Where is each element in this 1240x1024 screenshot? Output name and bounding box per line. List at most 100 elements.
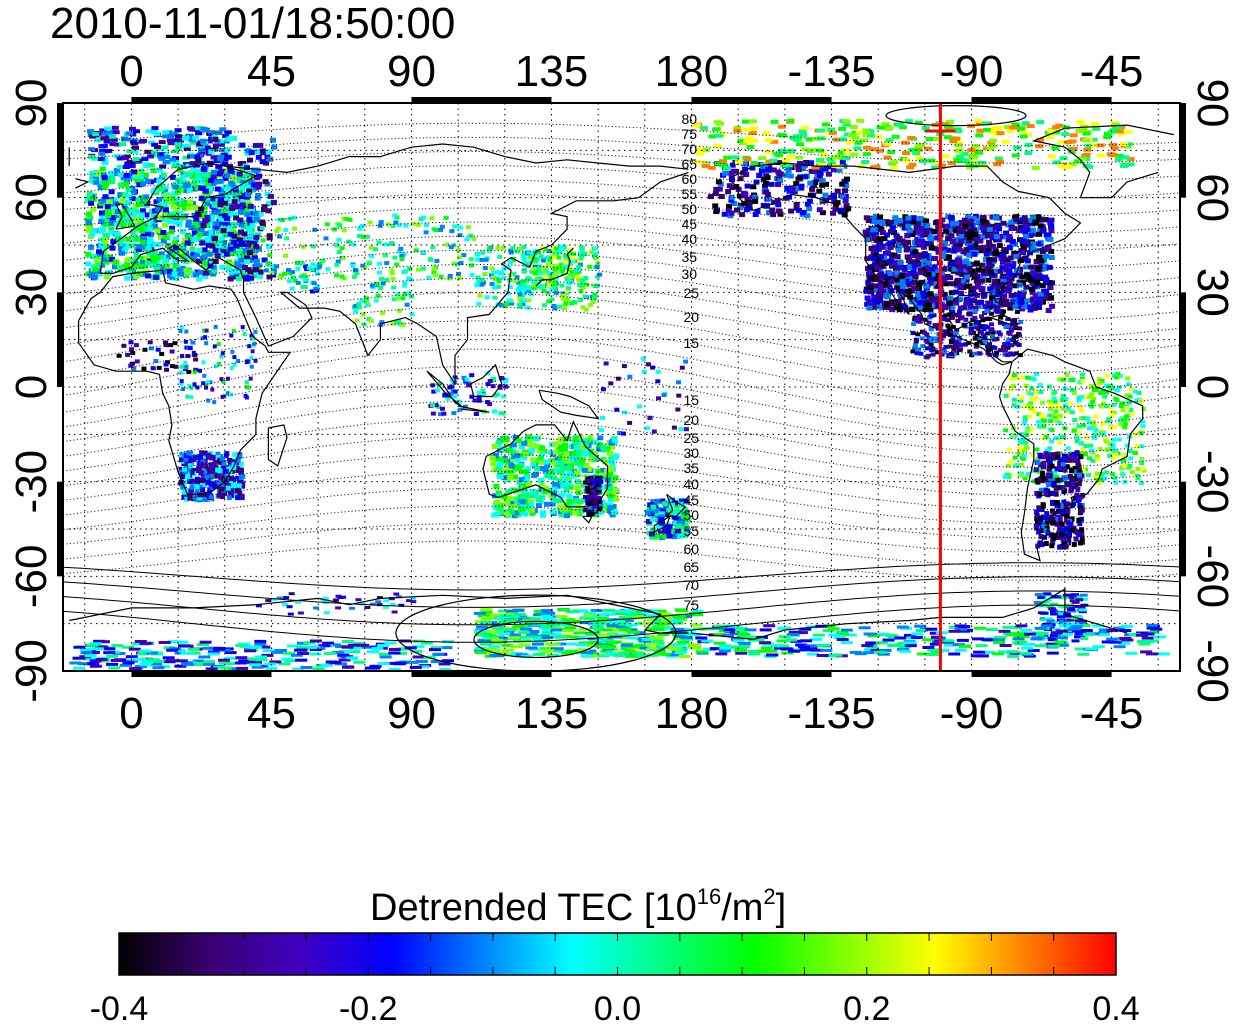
tec-data-point	[231, 135, 237, 141]
tec-data-point	[975, 326, 981, 331]
tec-data-point	[906, 257, 913, 263]
tec-data-point	[950, 309, 956, 314]
tec-data-point	[530, 443, 537, 448]
tec-data-point	[222, 134, 230, 138]
tec-data-point	[489, 282, 495, 287]
tec-data-point	[872, 230, 879, 236]
tec-data-point	[1047, 129, 1056, 134]
tec-data-point	[1013, 217, 1020, 223]
tec-data-point	[954, 345, 960, 350]
tec-data-point	[764, 138, 773, 143]
tec-data-point	[891, 220, 898, 226]
tec-data-point	[983, 339, 988, 344]
tec-data-point	[491, 275, 496, 280]
tec-data-point	[185, 467, 191, 473]
tec-data-point	[534, 443, 541, 449]
tec-data-point	[1020, 241, 1026, 247]
tec-data-point	[1027, 307, 1034, 313]
tec-data-point	[101, 161, 109, 166]
tec-data-point	[145, 247, 152, 253]
tec-data-point	[260, 238, 266, 243]
tec-data-point	[770, 119, 779, 124]
tec-data-point	[204, 475, 210, 480]
tec-data-point	[157, 152, 165, 157]
tec-data-point	[222, 139, 230, 144]
tec-data-point	[1135, 467, 1141, 471]
tec-data-point	[216, 229, 222, 235]
tec-data-point	[113, 168, 120, 173]
tec-data-point	[397, 249, 403, 253]
tec-data-point	[219, 377, 224, 382]
tec-data-point	[133, 343, 139, 348]
tec-data-point	[891, 253, 898, 258]
tec-data-point	[994, 156, 1003, 161]
tec-data-point	[1057, 413, 1063, 418]
tec-data-point	[590, 489, 596, 494]
tec-data-point	[990, 126, 999, 131]
tec-data-point	[383, 253, 388, 258]
tec-data-point	[98, 151, 106, 156]
tec-data-point	[267, 253, 273, 258]
tec-data-point	[830, 167, 837, 173]
tec-data-point	[1013, 268, 1020, 273]
tec-data-point	[716, 186, 723, 192]
tec-data-point	[1028, 286, 1035, 292]
tec-data-point	[742, 166, 749, 172]
tec-data-point	[959, 315, 965, 320]
tec-data-point	[532, 271, 538, 276]
tec-data-point	[507, 468, 514, 474]
tec-data-point	[943, 313, 949, 318]
tec-data-point	[480, 250, 486, 255]
tec-data-point	[924, 332, 930, 337]
tec-data-point	[163, 340, 168, 345]
tec-data-point	[944, 273, 951, 279]
tec-data-point	[553, 290, 559, 295]
tec-data-point	[163, 199, 170, 204]
tec-data-point	[1039, 274, 1046, 280]
tec-data-point	[341, 228, 347, 233]
tec-data-point	[895, 248, 902, 253]
tec-data-point	[816, 188, 823, 194]
tec-data-point	[263, 160, 270, 166]
tec-data-point	[1007, 305, 1014, 311]
tec-data-point	[951, 266, 958, 272]
tec-data-point	[661, 528, 668, 534]
tec-data-point	[511, 271, 517, 276]
tec-data-point	[996, 330, 1002, 335]
tec-data-point	[721, 211, 728, 217]
tec-data-point	[163, 343, 169, 348]
tec-data-point	[434, 259, 440, 263]
tec-data-point	[535, 497, 542, 503]
tec-data-point	[1052, 160, 1061, 165]
tec-data-point	[1013, 340, 1018, 345]
tec-data-point	[612, 475, 619, 481]
tec-data-point	[956, 259, 963, 264]
tec-data-point	[271, 144, 278, 150]
tec-data-point	[1102, 437, 1108, 442]
tec-data-point	[243, 276, 250, 282]
tec-data-point	[948, 329, 954, 334]
tec-data-point	[978, 330, 984, 335]
tec-data-point	[234, 268, 241, 274]
tec-data-point	[764, 175, 771, 181]
tec-data-point	[922, 302, 929, 308]
tec-data-point	[231, 233, 238, 239]
tec-data-point	[160, 238, 167, 244]
tec-data-point	[231, 221, 238, 227]
tec-data-layer	[69, 118, 1170, 671]
tec-data-point	[121, 155, 129, 160]
tec-data-point	[1109, 143, 1118, 147]
tec-data-point	[574, 479, 581, 485]
tec-data-point	[220, 494, 226, 500]
tec-data-point	[130, 216, 137, 222]
tec-data-point	[795, 167, 802, 173]
tec-data-point	[673, 511, 680, 517]
tec-data-point	[163, 155, 171, 159]
tec-data-point	[774, 198, 781, 203]
tec-data-point	[1024, 132, 1032, 137]
tec-data-point	[945, 254, 952, 260]
tec-data-point	[989, 327, 995, 332]
tec-data-point	[925, 272, 932, 277]
tec-data-point	[234, 476, 240, 481]
tec-data-point	[423, 223, 429, 227]
